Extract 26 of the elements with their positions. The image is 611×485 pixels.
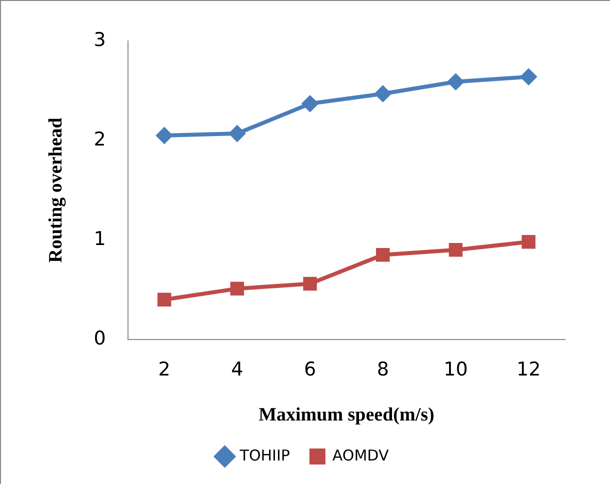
x-tick-label: 2: [158, 358, 170, 381]
point: [448, 243, 463, 257]
x-axis-title: Maximum speed(m/s): [258, 404, 434, 426]
y-axis-title: Routing overhead: [45, 117, 66, 263]
point: [374, 85, 392, 102]
point: [302, 95, 319, 112]
point: [156, 126, 173, 144]
point: [376, 248, 390, 262]
y-tick-label: 2: [94, 128, 106, 150]
point: [230, 282, 244, 296]
legend-label: AOMDV: [332, 446, 390, 464]
x-tick-label: 12: [516, 358, 541, 381]
x-tick-label: 10: [444, 358, 468, 381]
point: [447, 73, 464, 90]
point: [522, 235, 536, 249]
x-tick-label: 4: [231, 358, 244, 381]
x-tick-label: 8: [376, 358, 389, 381]
point: [520, 68, 538, 86]
legend-label: TOHIIP: [238, 446, 290, 464]
point: [228, 125, 246, 142]
point: [303, 276, 317, 291]
point: [157, 292, 172, 306]
y-tick-label: 0: [94, 327, 106, 350]
y-tick-label: 1: [94, 228, 106, 250]
y-tick-label: 3: [94, 28, 106, 51]
x-tick-label: 6: [304, 358, 316, 381]
